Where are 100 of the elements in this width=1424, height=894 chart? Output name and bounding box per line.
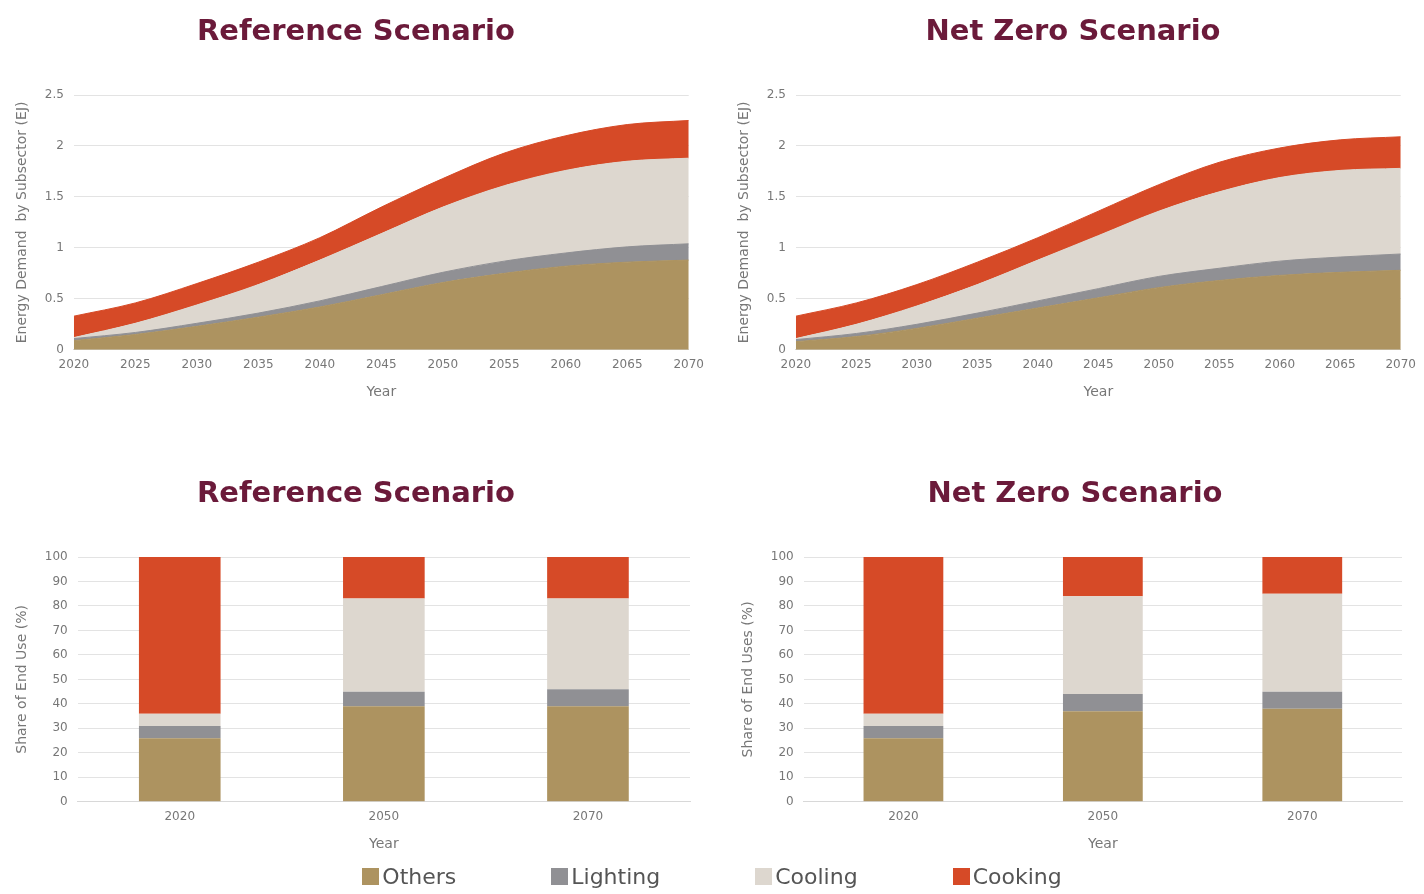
x-tick-label: 2030: [181, 357, 213, 372]
y-tick-label: 1.5: [766, 189, 786, 204]
x-tick-label: 2060: [550, 357, 582, 372]
x-axis-title: Year: [365, 383, 397, 400]
x-tick-label: 2045: [366, 357, 397, 372]
y-tick-label: 30: [52, 720, 68, 735]
y-tick-label: 0: [786, 793, 794, 808]
y-tick-label: 1: [778, 240, 786, 255]
bar: [1062, 596, 1143, 695]
bar: [138, 738, 221, 802]
x-tick-label: 2070: [1385, 357, 1416, 372]
legend-label: Lighting: [571, 864, 661, 889]
x-tick-label: 2050: [1143, 357, 1175, 372]
bar: [343, 706, 425, 802]
x-tick-label: 2050: [1087, 809, 1119, 824]
x-tick-label: 2030: [901, 357, 933, 372]
legend-label: Cooling: [775, 864, 858, 889]
y-tick-label: 100: [44, 549, 68, 564]
x-axis-title: Year: [368, 835, 399, 852]
bar: [547, 557, 629, 599]
x-axis-title: Year: [1087, 835, 1118, 852]
y-tick-label: 0.5: [44, 290, 64, 305]
bar: [138, 713, 221, 726]
x-tick-label: 2055: [489, 357, 520, 372]
legend-label: Others: [382, 864, 457, 889]
x-tick-label: 2070: [1287, 809, 1318, 824]
y-tick-label: 40: [52, 696, 68, 711]
bar: [343, 557, 425, 599]
chart-title: Net Zero Scenario: [926, 474, 1224, 511]
x-tick-label: 2055: [1204, 357, 1235, 372]
x-tick-label: 2035: [243, 357, 274, 372]
x-tick-label: 2020: [780, 357, 812, 372]
y-tick-label: 80: [52, 598, 68, 613]
y-tick-label: 0.5: [766, 290, 786, 305]
bar: [1062, 711, 1143, 802]
bar: [1262, 593, 1343, 692]
bar: [343, 598, 425, 692]
y-tick-label: 20: [778, 744, 794, 759]
y-tick-label: 2.5: [766, 87, 786, 102]
x-tick-label: 2065: [1324, 357, 1356, 372]
x-tick-label: 2020: [888, 809, 919, 824]
bar: [1262, 708, 1343, 802]
y-tick-label: 0: [60, 793, 68, 808]
y-tick-label: 0: [56, 341, 64, 356]
y-tick-label: 2: [56, 138, 64, 153]
bar: [1062, 557, 1143, 597]
x-tick-label: 2020: [164, 809, 196, 824]
x-tick-label: 2025: [120, 357, 151, 372]
x-tick-label: 2070: [673, 357, 704, 372]
bar: [863, 738, 944, 802]
bar: [343, 691, 425, 707]
y-tick-label: 20: [52, 744, 68, 759]
bar: [1262, 691, 1343, 709]
x-tick-label: 2025: [841, 357, 872, 372]
legend-label: Cooking: [972, 864, 1062, 889]
y-tick-label: 30: [778, 720, 794, 735]
y-tick-label: 2: [778, 138, 786, 153]
y-tick-label: 80: [778, 598, 794, 613]
x-axis-title: Year: [1082, 383, 1114, 400]
bar: [547, 689, 629, 707]
bar: [138, 725, 221, 739]
chart-title: Reference Scenario: [196, 12, 516, 49]
x-tick-label: 2050: [368, 809, 400, 824]
y-axis-title: Share of End Use (%): [13, 605, 30, 754]
y-axis-title: Energy Demand by Subsector (EJ): [13, 101, 30, 344]
bar: [863, 725, 944, 739]
x-tick-label: 2050: [427, 357, 459, 372]
chart-title: Reference Scenario: [196, 474, 516, 511]
x-tick-label: 2065: [611, 357, 643, 372]
y-tick-label: 1.5: [44, 189, 64, 204]
y-tick-label: 2.5: [44, 87, 64, 102]
y-tick-label: 100: [770, 549, 794, 564]
y-tick-label: 10: [778, 769, 794, 784]
bar: [547, 706, 629, 802]
x-tick-label: 2020: [58, 357, 90, 372]
y-tick-label: 10: [52, 769, 68, 784]
bar: [547, 598, 629, 690]
y-tick-label: 1: [56, 240, 64, 255]
bar: [1062, 694, 1143, 712]
y-tick-label: 90: [778, 573, 794, 588]
y-axis-title: Energy Demand by Subsector (EJ): [735, 101, 752, 344]
y-tick-label: 50: [778, 671, 794, 686]
y-axis-title: Share of End Uses (%): [739, 601, 756, 758]
x-tick-label: 2035: [962, 357, 993, 372]
chart-title: Net Zero Scenario: [924, 12, 1222, 49]
x-tick-label: 2040: [304, 357, 336, 372]
y-tick-label: 70: [778, 622, 794, 637]
y-tick-label: 0: [778, 341, 786, 356]
x-tick-label: 2045: [1083, 357, 1114, 372]
x-tick-label: 2040: [1022, 357, 1054, 372]
y-tick-label: 90: [52, 573, 68, 588]
y-tick-label: 50: [52, 671, 68, 686]
y-tick-label: 60: [52, 647, 68, 662]
y-tick-label: 40: [778, 696, 794, 711]
x-tick-label: 2060: [1264, 357, 1296, 372]
x-tick-label: 2070: [572, 809, 604, 824]
y-tick-label: 60: [778, 647, 794, 662]
bar: [863, 713, 944, 726]
bar: [1262, 557, 1343, 594]
y-tick-label: 70: [52, 622, 68, 637]
